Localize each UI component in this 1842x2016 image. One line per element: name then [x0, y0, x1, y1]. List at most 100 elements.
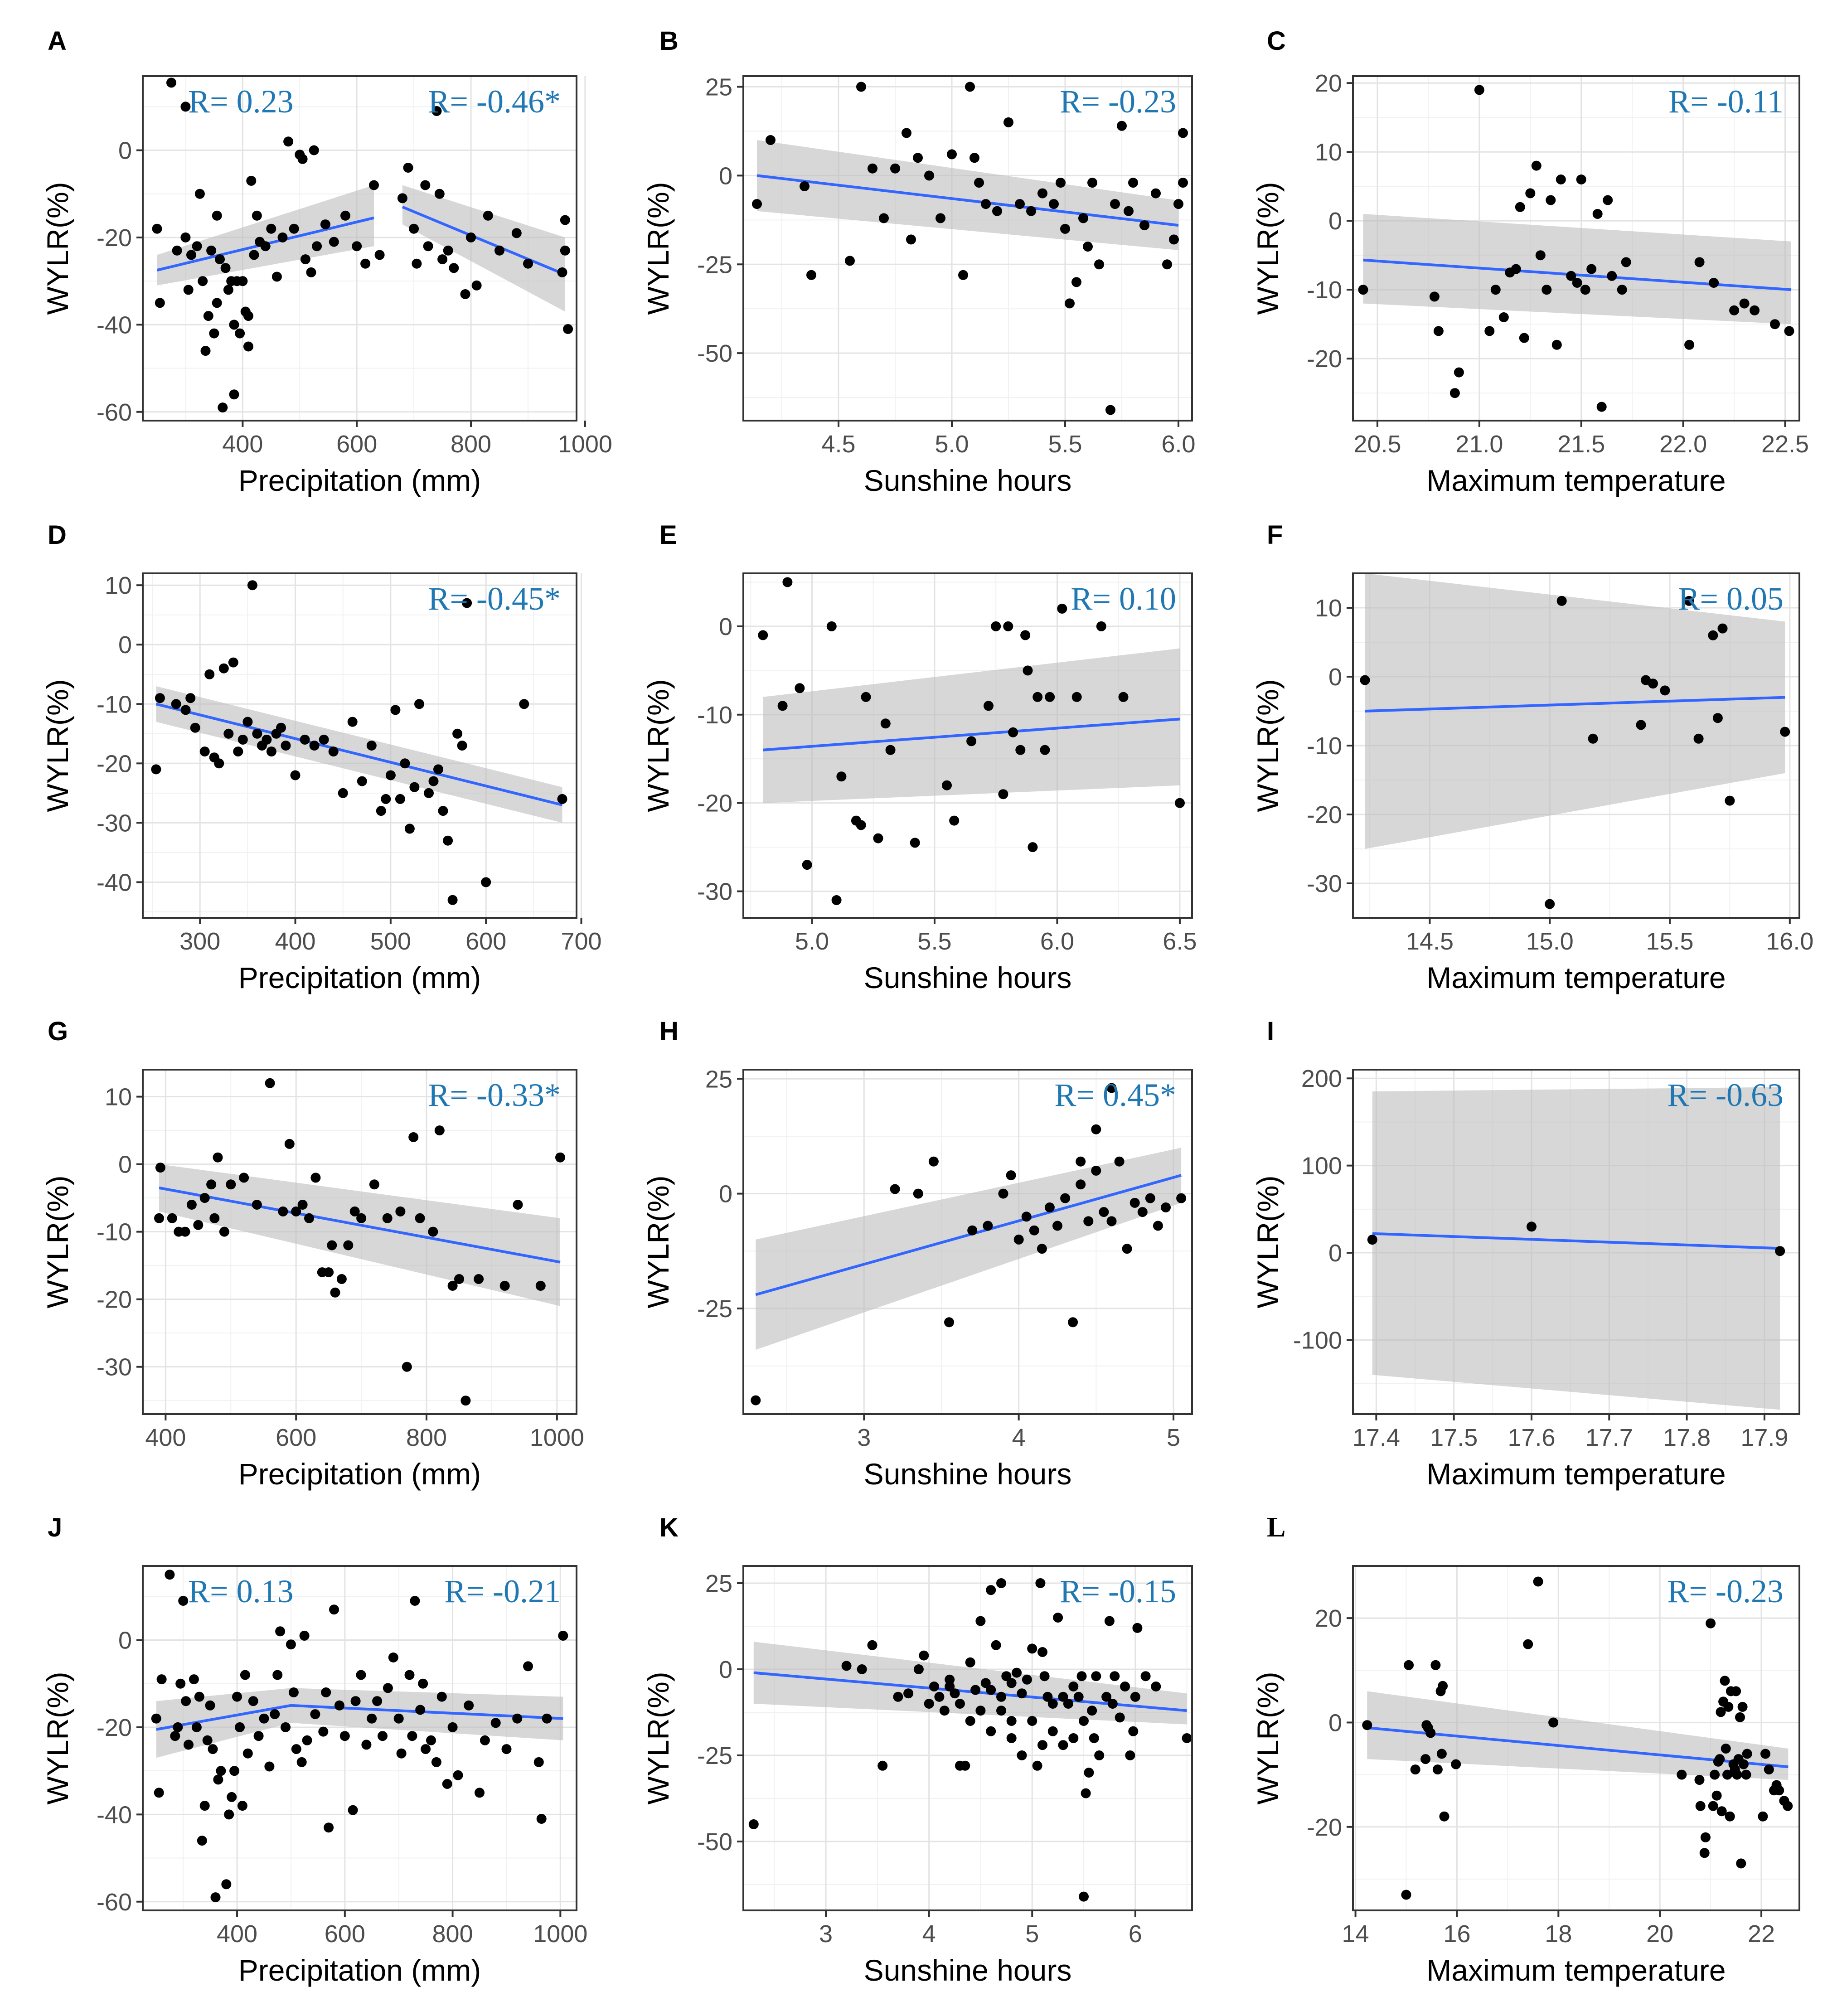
data-point — [1780, 727, 1790, 737]
data-point — [418, 1678, 428, 1689]
y-tick-label: -25 — [697, 251, 732, 278]
data-point — [260, 241, 271, 252]
data-point — [841, 1661, 852, 1671]
data-point — [944, 1317, 954, 1328]
data-point — [232, 1691, 242, 1702]
data-point — [328, 746, 339, 757]
x-axis-title-e: Sunshine hours — [864, 961, 1072, 994]
data-point — [339, 1731, 350, 1741]
data-point — [1003, 117, 1013, 127]
data-point — [154, 1213, 164, 1223]
data-point — [1065, 298, 1075, 309]
panel-e: 5.0 5.5 6.0 6.5 0 -10 -20 -30 Sunshine hours WYLR… — [641, 520, 1197, 994]
data-point — [238, 276, 248, 286]
data-point — [366, 741, 377, 751]
x-tick-label: 14.5 — [1406, 928, 1454, 955]
data-point — [464, 1700, 474, 1711]
data-point — [356, 1670, 366, 1680]
data-point — [409, 782, 420, 792]
data-point — [1073, 1691, 1084, 1702]
data-point — [223, 285, 233, 295]
data-point — [431, 106, 442, 116]
y-tick-label: 0 — [118, 137, 132, 165]
data-point — [270, 1709, 280, 1720]
data-point — [1099, 1207, 1109, 1217]
data-point — [560, 215, 570, 225]
regression-line-b-1 — [756, 174, 1179, 227]
data-point — [1367, 1235, 1377, 1245]
panel-border-l — [1352, 1565, 1800, 1911]
data-point — [1083, 242, 1093, 252]
y-tick-label: -10 — [697, 702, 732, 729]
y-tick-label: 25 — [705, 1066, 732, 1093]
panel-c: 20.5 21.0 21.5 22.0 22.5 20 10 0 -10 -20 Maximum t… — [1251, 26, 1809, 497]
data-point — [252, 210, 262, 221]
data-point — [945, 1682, 955, 1691]
confidence-band-b-1 — [757, 140, 1178, 250]
correlation-annotation: R= -0.63 — [1667, 1077, 1784, 1113]
data-point — [178, 1596, 189, 1606]
x-tick-label: 16.0 — [1766, 928, 1813, 955]
data-point — [1056, 178, 1066, 188]
data-point — [879, 213, 889, 223]
data-point — [471, 280, 482, 291]
data-point — [192, 241, 202, 252]
x-tick-label: 3 — [857, 1424, 871, 1451]
data-point — [1063, 1699, 1073, 1709]
data-point — [934, 1691, 945, 1702]
data-point — [1732, 1769, 1742, 1780]
data-point — [1531, 160, 1541, 171]
data-point — [1182, 1733, 1192, 1743]
data-point — [338, 788, 348, 798]
y-tick-label: 20 — [1315, 1605, 1342, 1632]
data-point — [246, 175, 257, 186]
y-tick-label: -30 — [697, 878, 732, 906]
data-point — [1087, 178, 1097, 188]
data-point — [1451, 1759, 1461, 1769]
data-point — [1037, 1244, 1047, 1254]
data-point — [1436, 1749, 1447, 1759]
data-point — [283, 136, 294, 147]
data-point — [996, 1691, 1006, 1702]
data-point — [1015, 745, 1026, 755]
data-point — [1710, 1769, 1720, 1780]
data-point — [348, 1805, 358, 1815]
data-point — [203, 311, 213, 321]
data-point — [180, 102, 191, 112]
panel-border-d — [142, 572, 577, 919]
data-point — [202, 1735, 213, 1745]
data-point — [318, 1726, 329, 1737]
data-point — [758, 630, 768, 640]
data-point — [974, 178, 984, 188]
y-tick-label: 10 — [105, 572, 132, 599]
x-tick-label: 1000 — [558, 431, 612, 458]
data-point — [1105, 405, 1115, 415]
panel-j: 400 600 800 1000 0 -20 -40 -60 Precipitation (mm… — [41, 1513, 587, 1987]
data-point — [1474, 85, 1484, 95]
confidence-band-i-1 — [1372, 1087, 1780, 1410]
y-tick-label: -20 — [97, 750, 132, 777]
y-tick-label: -50 — [697, 1828, 732, 1856]
panel-letter-c: C — [1267, 26, 1286, 56]
data-point — [186, 1200, 197, 1210]
data-point — [265, 1078, 275, 1088]
data-point — [209, 1213, 220, 1223]
x-tick-label: 6.0 — [1040, 928, 1074, 955]
points-g — [154, 1078, 565, 1406]
data-point — [857, 1664, 867, 1674]
data-point — [1032, 1760, 1042, 1771]
data-point — [1047, 1699, 1058, 1709]
x-tick-label: 5.5 — [1048, 431, 1082, 458]
data-point — [457, 741, 467, 751]
data-point — [385, 770, 396, 780]
data-point — [194, 189, 205, 199]
y-tick-label: 0 — [1328, 208, 1342, 235]
data-point — [1078, 213, 1088, 223]
y-axis-title-a: WYLR(%) — [41, 182, 74, 315]
regression-line-i-1 — [1372, 1232, 1780, 1250]
x-tick-label: 17.9 — [1740, 1424, 1788, 1451]
y-axis-title-h: WYLR(%) — [641, 1175, 675, 1308]
data-point — [1058, 1691, 1068, 1702]
data-point — [1028, 842, 1038, 853]
y-tick-label: 0 — [118, 1627, 132, 1654]
